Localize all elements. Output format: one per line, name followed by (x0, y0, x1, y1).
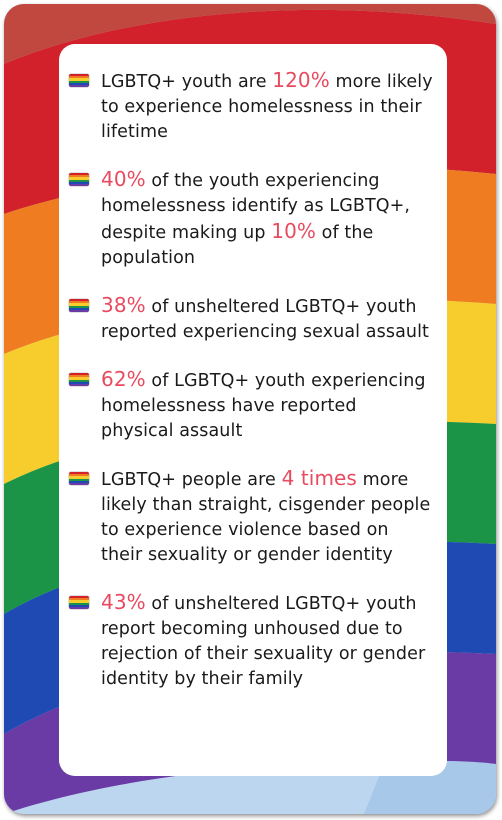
fact-item: LGBTQ+ people are 4 times more likely th… (69, 466, 433, 568)
fact-text-segment: of unsheltered LGBTQ+ youth report becom… (101, 594, 426, 689)
fact-text-segment: of LGBTQ+ youth experiencing homelessnes… (101, 371, 426, 441)
fact-text: 62% of LGBTQ+ youth experiencing homeles… (101, 367, 433, 444)
rainbow-flag-icon (69, 472, 89, 485)
infographic-frame: LGBTQ+ youth are 120% more likely to exp… (4, 4, 496, 814)
fact-text-segment: more likely to experience homelessness i… (101, 72, 433, 142)
fact-text-segment: LGBTQ+ youth are (101, 72, 273, 92)
fact-statistic: 43% (101, 590, 146, 614)
fact-statistic: 120% (272, 68, 330, 92)
fact-item: 43% of unsheltered LGBTQ+ youth report b… (69, 590, 433, 692)
fact-item: 62% of LGBTQ+ youth experiencing homeles… (69, 367, 433, 444)
fact-statistic: 10% (271, 219, 317, 243)
fact-text: LGBTQ+ people are 4 times more likely th… (101, 466, 433, 568)
fact-text-segment: of the youth experiencing homelessness i… (101, 171, 411, 243)
fact-text: 43% of unsheltered LGBTQ+ youth report b… (101, 590, 433, 692)
fact-text: LGBTQ+ youth are 120% more likely to exp… (101, 68, 433, 145)
rainbow-flag-icon (69, 74, 89, 87)
fact-statistic: 38% (101, 293, 146, 317)
facts-card: LGBTQ+ youth are 120% more likely to exp… (59, 44, 447, 776)
rainbow-flag-icon (69, 373, 89, 386)
rainbow-flag-icon (69, 299, 89, 312)
fact-item: 40% of the youth experiencing homelessne… (69, 167, 433, 271)
fact-text-segment: more likely than straight, cisgender peo… (101, 470, 431, 565)
fact-statistic: 62% (101, 367, 146, 391)
rainbow-flag-icon (69, 173, 89, 186)
fact-statistic: 4 times (281, 466, 357, 490)
fact-text-segment: LGBTQ+ people are (101, 470, 282, 490)
fact-text: 38% of unsheltered LGBTQ+ youth reported… (101, 293, 433, 345)
fact-item: LGBTQ+ youth are 120% more likely to exp… (69, 68, 433, 145)
fact-text-segment: of the population (101, 223, 374, 268)
fact-item: 38% of unsheltered LGBTQ+ youth reported… (69, 293, 433, 345)
fact-text: 40% of the youth experiencing homelessne… (101, 167, 433, 271)
fact-statistic: 40% (101, 167, 146, 191)
rainbow-flag-icon (69, 596, 89, 609)
fact-text-segment: of unsheltered LGBTQ+ youth reported exp… (101, 297, 430, 342)
